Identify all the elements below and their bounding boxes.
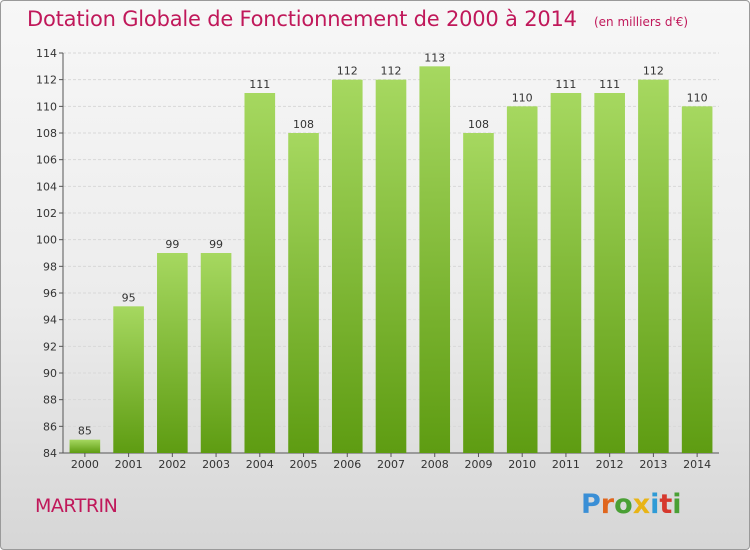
x-tick-label: 2007 <box>377 458 405 471</box>
bar-value-label: 111 <box>249 78 270 91</box>
bar-value-label: 110 <box>687 91 708 104</box>
x-tick-label: 2002 <box>158 458 186 471</box>
x-tick-label: 2001 <box>115 458 143 471</box>
chart-unit: (en milliers d'€) <box>593 15 689 29</box>
y-tick-label: 98 <box>43 260 57 273</box>
bar <box>550 93 582 453</box>
bar-value-label: 108 <box>468 118 489 131</box>
y-tick-label: 96 <box>43 287 57 300</box>
bar-value-label: 111 <box>555 78 576 91</box>
bar-value-label: 99 <box>165 238 179 251</box>
bar-value-label: 108 <box>293 118 314 131</box>
y-tick-label: 100 <box>36 234 57 247</box>
x-tick-label: 2000 <box>71 458 99 471</box>
chart-title: Dotation Globale de Fonctionnement de 20… <box>27 7 577 31</box>
y-tick-label: 88 <box>43 394 57 407</box>
bar-value-label: 111 <box>599 78 620 91</box>
bar-value-label: 112 <box>643 65 664 78</box>
bar <box>419 66 451 453</box>
y-tick-label: 94 <box>43 314 57 327</box>
y-tick-label: 104 <box>36 180 57 193</box>
x-tick-label: 2013 <box>639 458 667 471</box>
x-tick-label: 2006 <box>333 458 361 471</box>
y-tick-label: 106 <box>36 154 57 167</box>
x-tick-label: 2011 <box>552 458 580 471</box>
bar <box>288 133 319 453</box>
bar <box>69 439 101 453</box>
bar <box>157 253 188 453</box>
bar <box>681 106 713 453</box>
x-tick-label: 2008 <box>421 458 449 471</box>
bar <box>375 79 407 454</box>
y-tick-label: 114 <box>36 47 57 60</box>
bar-value-label: 95 <box>122 291 136 304</box>
bar <box>200 253 232 453</box>
x-tick-label: 2012 <box>596 458 624 471</box>
bar <box>463 133 494 453</box>
y-tick-label: 112 <box>36 74 57 87</box>
bar-value-label: 113 <box>424 51 445 64</box>
bar <box>638 79 669 454</box>
bar <box>506 106 538 453</box>
title-row: Dotation Globale de Fonctionnement de 20… <box>27 7 688 31</box>
bar <box>244 93 276 453</box>
proxiti-logo: Proxiti <box>581 489 682 520</box>
bar-value-label: 112 <box>381 65 402 78</box>
x-tick-label: 2009 <box>464 458 492 471</box>
commune-name: MARTRIN <box>35 495 118 517</box>
bar <box>331 79 363 454</box>
bar-value-label: 85 <box>78 425 92 438</box>
bar <box>594 93 625 453</box>
x-tick-label: 2014 <box>683 458 711 471</box>
bar-value-label: 110 <box>512 91 533 104</box>
x-tick-label: 2004 <box>246 458 274 471</box>
bar <box>113 306 144 453</box>
y-tick-label: 110 <box>36 100 57 113</box>
y-tick-label: 86 <box>43 420 57 433</box>
y-tick-label: 92 <box>43 340 57 353</box>
x-tick-label: 2003 <box>202 458 230 471</box>
y-tick-label: 84 <box>43 447 57 460</box>
y-tick-label: 90 <box>43 367 57 380</box>
x-tick-label: 2005 <box>290 458 318 471</box>
x-tick-label: 2010 <box>508 458 536 471</box>
bar-value-label: 99 <box>209 238 223 251</box>
bar-value-label: 112 <box>337 65 358 78</box>
y-tick-label: 108 <box>36 127 57 140</box>
y-tick-label: 102 <box>36 207 57 220</box>
